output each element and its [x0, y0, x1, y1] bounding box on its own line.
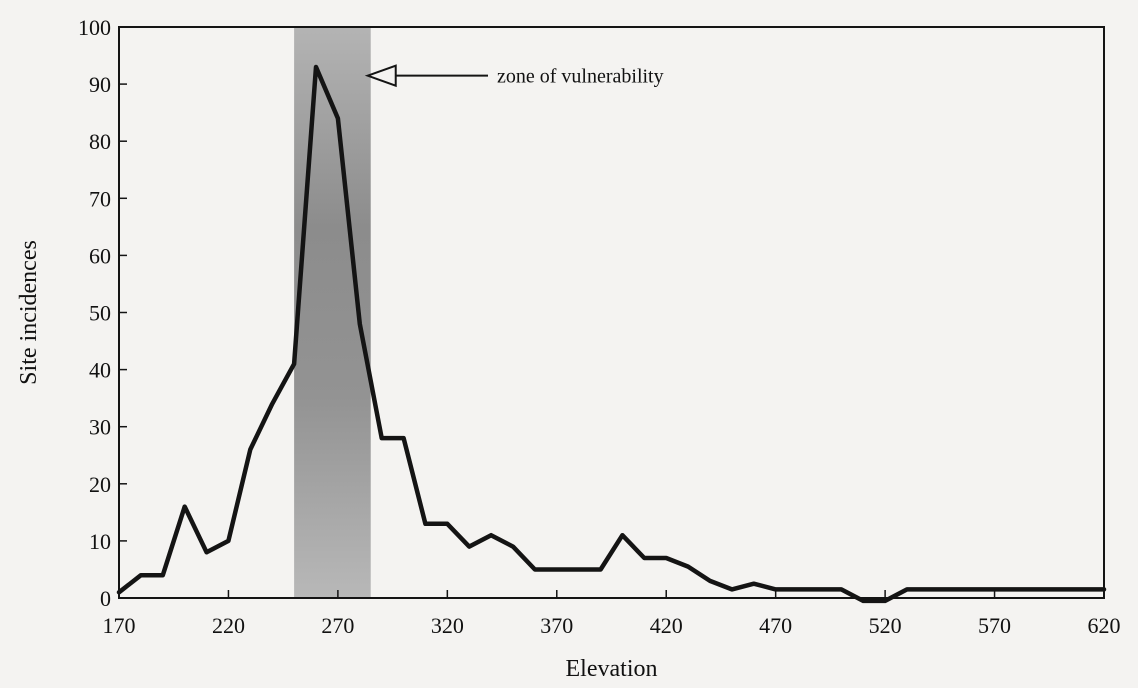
y-tick-label: 90	[89, 72, 111, 97]
x-tick-label: 520	[869, 613, 902, 638]
x-tick-label: 420	[650, 613, 683, 638]
x-axis-title: Elevation	[566, 656, 658, 682]
y-axis-title: Site incidences	[16, 240, 42, 385]
x-tick-label: 570	[978, 613, 1011, 638]
y-tick-label: 30	[89, 415, 111, 440]
series-line	[116, 64, 1107, 604]
annotation-arrow-head	[364, 64, 397, 88]
y-tick-label: 80	[89, 129, 111, 154]
x-tick-label: 370	[540, 613, 573, 638]
x-tick-label: 470	[759, 613, 792, 638]
y-tick-label: 0	[100, 586, 111, 611]
y-tick-label: 100	[78, 15, 111, 40]
x-tick-label: 620	[1088, 613, 1121, 638]
y-tick-label: 40	[89, 358, 111, 383]
y-tick-label: 60	[89, 243, 111, 268]
y-tick-label: 50	[89, 301, 111, 326]
y-tick-label: 70	[89, 186, 111, 211]
x-tick-label: 270	[321, 613, 354, 638]
annotation-zone-of-vulnerability: zone of vulnerability	[497, 66, 664, 88]
x-tick-label: 320	[431, 613, 464, 638]
y-tick-label: 10	[89, 529, 111, 554]
x-tick-label: 170	[103, 613, 136, 638]
x-tick-label: 220	[212, 613, 245, 638]
y-tick-label: 20	[89, 472, 111, 497]
